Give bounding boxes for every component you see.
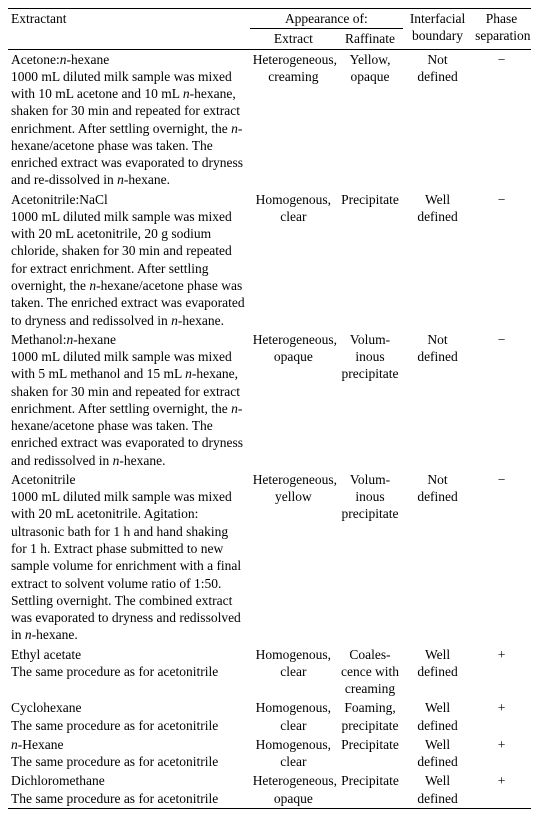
cell-boundary: Well defined: [403, 190, 472, 330]
extraction-table: Extractant Appearance of: Interfacial bo…: [8, 8, 531, 809]
cell-raffinate: Preci­pitate: [337, 735, 403, 772]
cell-raffinate: Preci­pitate: [337, 190, 403, 330]
cell-extract: Heterogeneous, creaming: [250, 49, 337, 190]
cell-boundary: Well defined: [403, 771, 472, 808]
cell-extract: Homogenous, clear: [250, 698, 337, 735]
cell-raffinate: Volum­inous precipitate: [337, 330, 403, 470]
cell-extract: Heterogeneous, opaque: [250, 771, 337, 808]
table-row: DichloromethaneThe same procedure as for…: [8, 771, 531, 808]
cell-phase: +: [472, 645, 531, 699]
extractant-description: The same procedure as for acetonitrile: [11, 717, 247, 734]
table-row: Acetonitrile:NaCl1000 mL diluted milk sa…: [8, 190, 531, 330]
cell-boundary: Not defined: [403, 470, 472, 645]
extractant-description: 1000 mL diluted milk sample was mixed wi…: [11, 488, 247, 643]
cell-extractant: CyclohexaneThe same procedure as for ace…: [8, 698, 250, 735]
extractant-title: Cyclohexane: [11, 699, 247, 716]
cell-raffinate: Yellow, opaque: [337, 49, 403, 190]
extractant-title: Methanol:n-hexane: [11, 331, 247, 348]
header-phase: Phase separation: [472, 9, 531, 50]
cell-extractant: Ethyl acetateThe same procedure as for a…: [8, 645, 250, 699]
header-extract: Extract: [250, 29, 337, 49]
table-header: Extractant Appearance of: Interfacial bo…: [8, 9, 531, 50]
table-row: Acetonitrile1000 mL diluted milk sample …: [8, 470, 531, 645]
extractant-description: 1000 mL diluted milk sample was mixed wi…: [11, 68, 247, 189]
table-row: Methanol:n-hexane1000 mL diluted milk sa…: [8, 330, 531, 470]
cell-extractant: Acetonitrile:NaCl1000 mL diluted milk sa…: [8, 190, 250, 330]
extractant-title: Ethyl acetate: [11, 646, 247, 663]
cell-phase: +: [472, 735, 531, 772]
cell-extractant: Methanol:n-hexane1000 mL diluted milk sa…: [8, 330, 250, 470]
cell-extract: Heterogeneous, opaque: [250, 330, 337, 470]
header-boundary: Interfacial boundary: [403, 9, 472, 50]
extractant-title: Acetone:n-hexane: [11, 51, 247, 68]
cell-boundary: Not defined: [403, 330, 472, 470]
table-row: Ethyl acetateThe same procedure as for a…: [8, 645, 531, 699]
header-extractant: Extractant: [8, 9, 250, 50]
table-row: Acetone:n-hexane1000 mL diluted milk sam…: [8, 49, 531, 190]
cell-extractant: n-HexaneThe same procedure as for aceton…: [8, 735, 250, 772]
cell-boundary: Well defined: [403, 645, 472, 699]
cell-extractant: Acetone:n-hexane1000 mL diluted milk sam…: [8, 49, 250, 190]
cell-boundary: Well defined: [403, 735, 472, 772]
extractant-title: Acetonitrile: [11, 471, 247, 488]
cell-extract: Homogenous, clear: [250, 190, 337, 330]
table-body: Acetone:n-hexane1000 mL diluted milk sam…: [8, 49, 531, 808]
cell-phase: +: [472, 771, 531, 808]
cell-phase: +: [472, 698, 531, 735]
header-raffinate: Raffinate: [337, 29, 403, 49]
cell-raffinate: Foaming, precipitate: [337, 698, 403, 735]
cell-raffinate: Preci­pitate: [337, 771, 403, 808]
cell-phase: −: [472, 330, 531, 470]
cell-phase: −: [472, 49, 531, 190]
extractant-title: n-Hexane: [11, 736, 247, 753]
cell-phase: −: [472, 190, 531, 330]
cell-boundary: Well defined: [403, 698, 472, 735]
extractant-title: Dichloromethane: [11, 772, 247, 789]
extractant-title: Acetonitrile:NaCl: [11, 191, 247, 208]
cell-phase: −: [472, 470, 531, 645]
header-appearance: Appearance of:: [250, 9, 403, 29]
cell-extractant: DichloromethaneThe same procedure as for…: [8, 771, 250, 808]
table-row: CyclohexaneThe same procedure as for ace…: [8, 698, 531, 735]
extractant-description: The same procedure as for acetonitrile: [11, 663, 247, 680]
cell-extractant: Acetonitrile1000 mL diluted milk sample …: [8, 470, 250, 645]
extractant-description: 1000 mL diluted milk sample was mixed wi…: [11, 348, 247, 469]
cell-extract: Homogenous, clear: [250, 735, 337, 772]
extractant-description: 1000 mL diluted milk sample was mixed wi…: [11, 208, 247, 329]
cell-boundary: Not defined: [403, 49, 472, 190]
extractant-description: The same procedure as for acetonitrile: [11, 790, 247, 807]
cell-raffinate: Volum­inous precipitate: [337, 470, 403, 645]
cell-extract: Homogenous, clear: [250, 645, 337, 699]
extractant-description: The same procedure as for acetonitrile: [11, 753, 247, 770]
cell-extract: Heterogeneous, yellow: [250, 470, 337, 645]
cell-raffinate: Coales­cence with creaming: [337, 645, 403, 699]
table-row: n-HexaneThe same procedure as for aceton…: [8, 735, 531, 772]
